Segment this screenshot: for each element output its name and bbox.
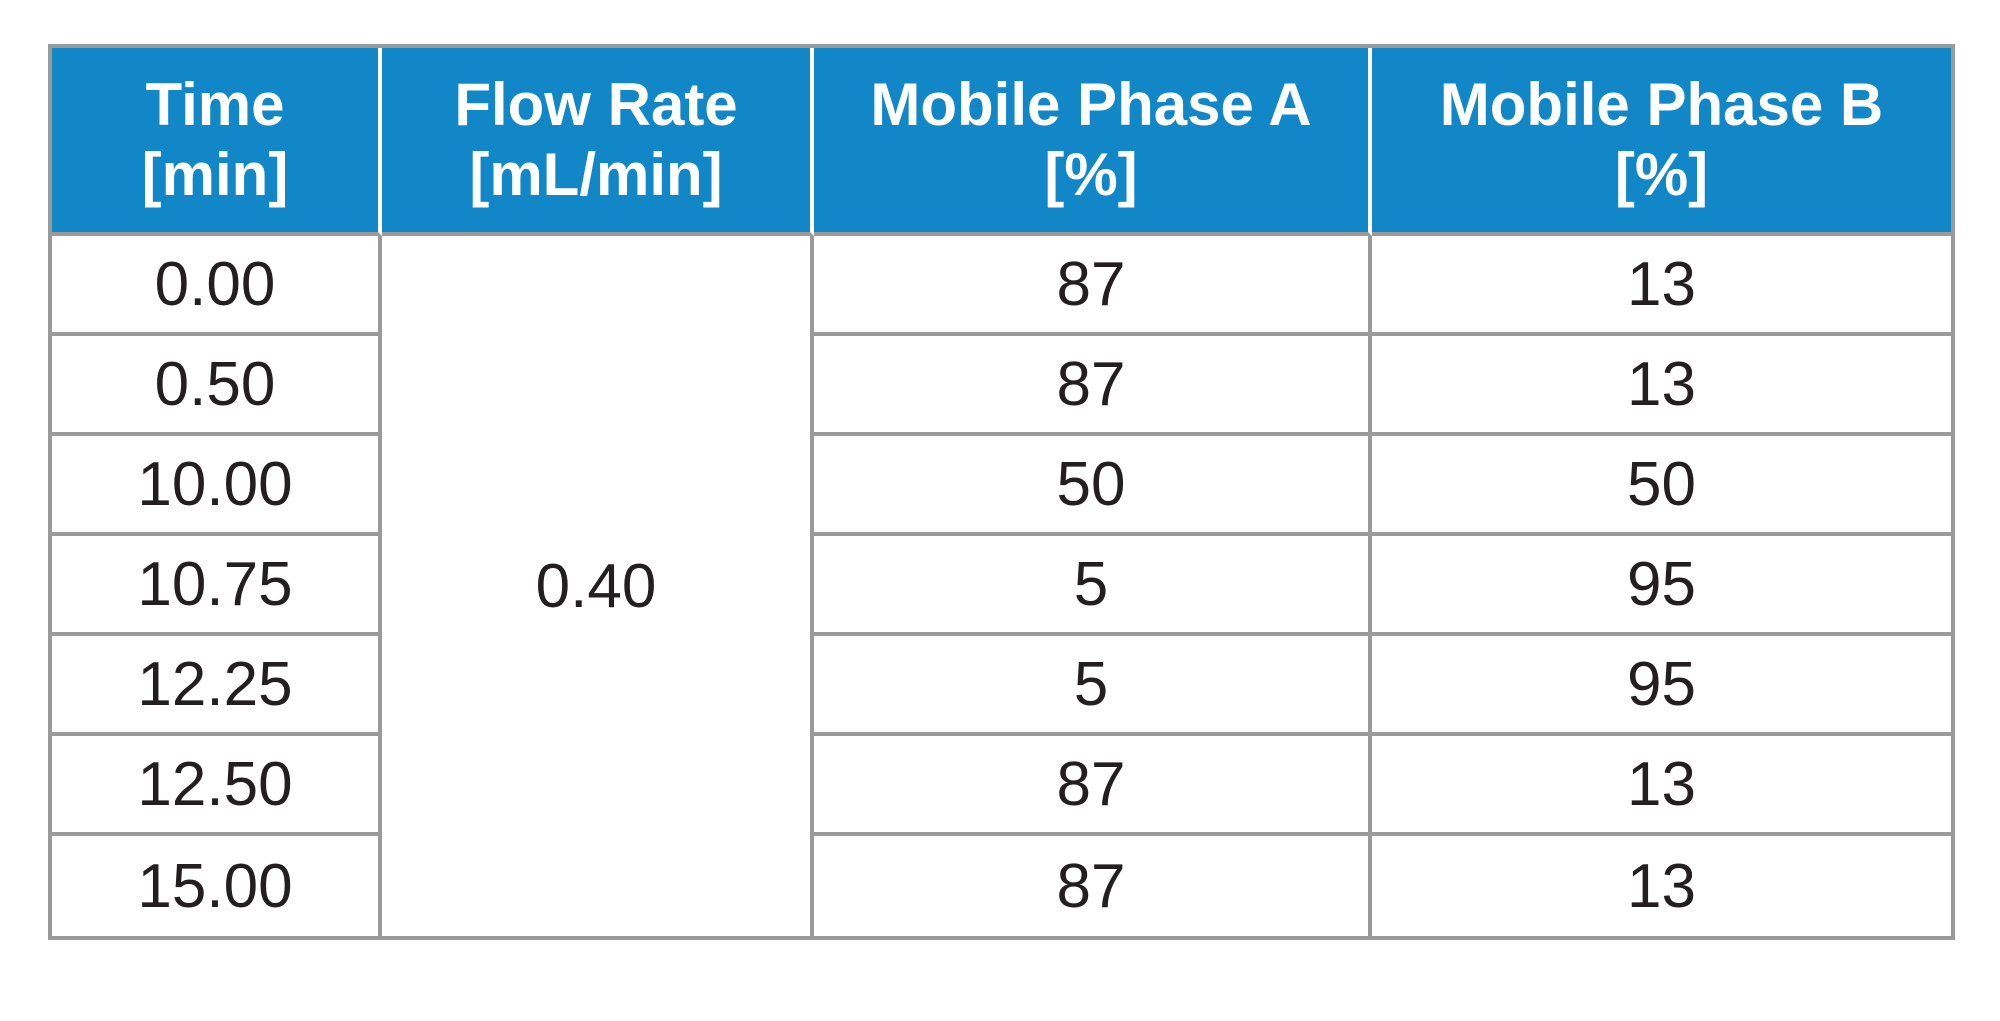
column-title: Time bbox=[145, 71, 285, 139]
phase-a-cell: 87 bbox=[814, 236, 1372, 336]
phase-b-cell: 50 bbox=[1372, 436, 1951, 536]
column-header-mobile-phase-b: Mobile Phase B [%] bbox=[1372, 48, 1951, 236]
column-unit: [min] bbox=[141, 141, 289, 208]
column-unit: [%] bbox=[1614, 141, 1709, 208]
gradient-program-table: Time [min] Flow Rate [mL/min] Mobile Pha… bbox=[48, 44, 1955, 940]
phase-a-cell: 50 bbox=[814, 436, 1372, 536]
table-row: 15.00 87 13 bbox=[52, 836, 1951, 936]
table-row: 12.25 5 95 bbox=[52, 636, 1951, 736]
phase-a-cell: 5 bbox=[814, 636, 1372, 736]
table-row: 0.50 87 13 bbox=[52, 336, 1951, 436]
table-header: Time [min] Flow Rate [mL/min] Mobile Pha… bbox=[52, 48, 1951, 236]
time-cell: 12.25 bbox=[52, 636, 382, 736]
column-unit: [%] bbox=[1044, 141, 1138, 208]
column-header-time: Time [min] bbox=[52, 48, 382, 236]
phase-b-cell: 95 bbox=[1372, 536, 1951, 636]
header-row: Time [min] Flow Rate [mL/min] Mobile Pha… bbox=[52, 48, 1951, 236]
column-header-flow-rate: Flow Rate [mL/min] bbox=[382, 48, 814, 236]
table-row: 10.75 5 95 bbox=[52, 536, 1951, 636]
time-cell: 12.50 bbox=[52, 736, 382, 836]
phase-a-cell: 5 bbox=[814, 536, 1372, 636]
table-body: 0.00 0.40 87 13 0.50 87 13 10.00 50 50 1… bbox=[52, 236, 1951, 936]
phase-b-cell: 13 bbox=[1372, 336, 1951, 436]
column-title: Mobile Phase B bbox=[1439, 71, 1884, 139]
table-row: 0.00 0.40 87 13 bbox=[52, 236, 1951, 936]
phase-a-cell: 87 bbox=[814, 336, 1372, 436]
time-cell: 10.00 bbox=[52, 436, 382, 536]
phase-a-cell: 87 bbox=[814, 836, 1372, 936]
phase-b-cell: 13 bbox=[1372, 736, 1951, 836]
phase-b-cell: 13 bbox=[1372, 236, 1951, 336]
phase-a-cell: 87 bbox=[814, 736, 1372, 836]
phase-b-cell: 95 bbox=[1372, 636, 1951, 736]
time-cell: 0.00 bbox=[52, 236, 382, 336]
table-row: 12.50 87 13 bbox=[52, 736, 1951, 836]
column-header-mobile-phase-a: Mobile Phase A [%] bbox=[814, 48, 1372, 236]
phase-b-cell: 13 bbox=[1372, 836, 1951, 936]
column-unit: [mL/min] bbox=[469, 141, 723, 208]
time-cell: 15.00 bbox=[52, 836, 382, 936]
column-title: Mobile Phase A bbox=[870, 71, 1312, 139]
time-cell: 10.75 bbox=[52, 536, 382, 636]
time-cell: 0.50 bbox=[52, 336, 382, 436]
table-row: 10.00 50 50 bbox=[52, 436, 1951, 536]
column-title: Flow Rate bbox=[454, 71, 738, 139]
flow-rate-cell: 0.40 bbox=[382, 236, 814, 936]
